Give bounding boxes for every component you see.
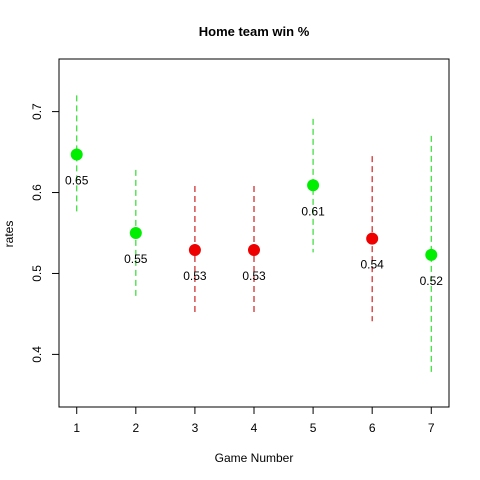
x-tick-label: 2: [132, 421, 139, 435]
data-point: [425, 248, 438, 261]
data-point: [307, 179, 320, 192]
x-axis-label: Game Number: [215, 451, 294, 465]
x-tick-label: 3: [192, 421, 199, 435]
data-point: [129, 227, 142, 239]
y-tick-label: 0.4: [30, 346, 44, 363]
data-point: [188, 243, 201, 256]
x-tick-label: 7: [428, 421, 435, 435]
plot-area: 0.65 0.55 0.53 0.53 0.61 0.54 0.52: [65, 95, 444, 375]
x-tick-label: 6: [369, 421, 376, 435]
data-point: [366, 232, 379, 245]
x-tick-label: 4: [251, 421, 258, 435]
y-tick-label: 0.5: [30, 265, 44, 282]
y-axis-label: rates: [2, 221, 16, 248]
axes: 1 2 3 4 5 6 7 0.4 0.5 0.6 0.7: [30, 58, 450, 435]
data-label: 0.52: [420, 274, 444, 288]
x-tick-label: 5: [310, 421, 317, 435]
data-label: 0.53: [183, 269, 207, 283]
data-label: 0.54: [361, 258, 385, 272]
y-tick-label: 0.7: [30, 103, 44, 120]
y-tick-label: 0.6: [30, 184, 44, 201]
data-point: [248, 243, 260, 256]
data-point: [70, 148, 83, 161]
x-tick-label: 1: [73, 421, 80, 435]
data-label: 0.61: [301, 204, 325, 218]
data-label: 0.55: [124, 252, 148, 266]
chart-title: Home team win %: [199, 24, 310, 39]
data-label: 0.53: [242, 269, 266, 283]
data-label: 0.65: [65, 173, 89, 187]
